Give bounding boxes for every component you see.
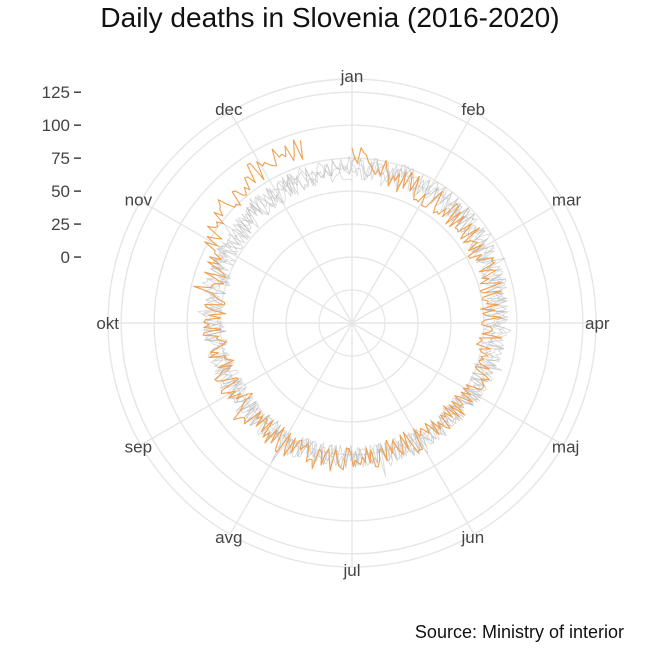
y-tick-label: 25 — [51, 215, 70, 234]
grid-spoke — [351, 322, 564, 446]
label-layer: 0 25 50 75 100 125 jan feb mar apr maj jun jul avg sep… — [42, 67, 610, 580]
month-label: okt — [96, 314, 119, 333]
source-caption: Source: Ministry of interior — [414, 622, 624, 642]
grid-spoke — [351, 111, 475, 324]
month-label: mar — [552, 191, 582, 210]
grid-spoke — [351, 200, 564, 324]
month-label: jul — [342, 561, 360, 580]
grid-spoke — [140, 200, 353, 324]
grid-spoke — [229, 111, 353, 324]
y-tick-label: 100 — [42, 116, 70, 135]
background-year-line — [203, 155, 512, 478]
month-label: maj — [552, 438, 579, 457]
month-label: dec — [215, 100, 243, 119]
grid-spoke — [140, 322, 353, 446]
month-label: apr — [585, 314, 610, 333]
background-year-line — [202, 156, 508, 469]
grid-layer — [107, 78, 597, 568]
highlighted-year-line — [193, 139, 503, 472]
series-layer — [193, 139, 512, 478]
month-label: avg — [215, 528, 242, 547]
background-year-line — [197, 158, 509, 469]
month-label: sep — [125, 438, 152, 457]
month-label: nov — [125, 191, 153, 210]
y-tick-label: 0 — [61, 248, 70, 267]
month-label: jan — [340, 67, 364, 86]
month-label: jun — [461, 528, 485, 547]
grid-spoke — [229, 322, 353, 535]
y-tick-label: 50 — [51, 182, 70, 201]
y-tick-label: 125 — [42, 83, 70, 102]
chart-title: Daily deaths in Slovenia (2016-2020) — [100, 2, 560, 33]
month-label: feb — [462, 100, 486, 119]
y-tick-label: 75 — [51, 149, 70, 168]
